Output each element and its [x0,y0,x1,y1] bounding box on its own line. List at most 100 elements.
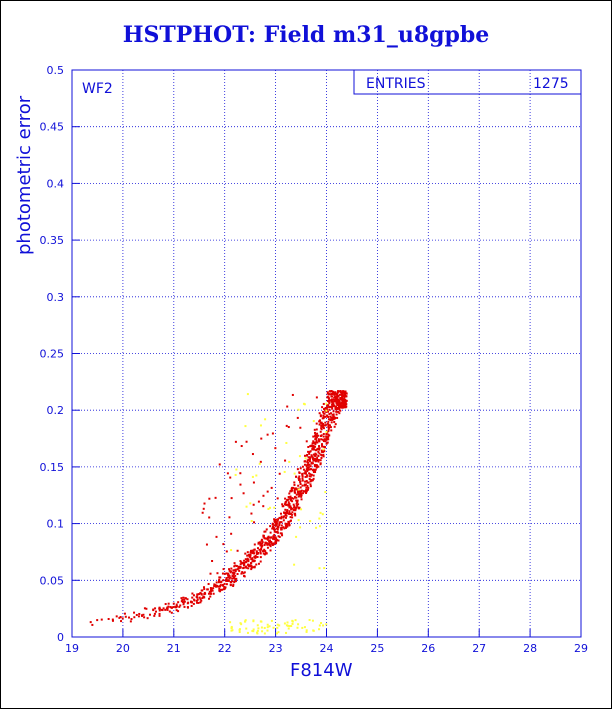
scatter-point-red [330,429,333,432]
scatter-point-red [207,592,210,595]
scatter-point-red [305,486,308,489]
scatter-point-red [238,569,241,572]
scatter-point-red [115,615,118,618]
scatter-point-red [341,396,344,399]
scatter-point-red [175,603,178,606]
scatter-point-red [333,420,336,423]
scatter-point-yellow [318,517,321,520]
scatter-point-red [262,535,265,538]
scatter-point-red [295,496,298,499]
scatter-point-red [273,538,276,541]
scatter-point-red [239,472,242,475]
scatter-point-red [307,461,310,464]
scatter-point-red [341,393,344,396]
scatter-point-yellow [244,425,247,428]
scatter-point-red [317,450,320,453]
scatter-point-red [284,526,287,529]
scatter-point-red [183,605,186,608]
scatter-point-red [289,498,292,501]
scatter-point-red [221,588,224,591]
scatter-point-red [201,596,204,599]
scatter-point-yellow [263,626,266,629]
scatter-point-red [330,405,333,408]
scatter-point-red [333,396,336,399]
scatter-point-red [250,551,253,554]
scatter-point-red [143,616,146,619]
scatter-point-red [212,592,215,595]
scatter-point-red [318,447,321,450]
scatter-point-yellow [297,408,300,411]
scatter-point-yellow [325,430,328,433]
scatter-point-red [296,491,299,494]
scatter-point-red [307,450,310,453]
scatter-point-red [335,393,338,396]
scatter-point-red [285,510,288,513]
scatter-point-red [312,453,315,456]
scatter-point-red [255,550,258,553]
scatter-point-red [259,560,262,563]
scatter-point-red [309,483,312,486]
scatter-point-red [240,572,243,575]
scatter-point-red [124,615,127,618]
x-tick-label: 26 [421,642,435,655]
scatter-point-red [297,503,300,506]
scatter-point-red [278,535,281,538]
scatter-point-red [255,551,258,554]
scatter-point-red [338,408,341,411]
scatter-point-red [180,600,183,603]
scatter-point-red [295,493,298,496]
scatter-point-red [335,413,338,416]
scatter-point-red [334,395,337,398]
scatter-point-red [251,557,254,560]
scatter-point-red [250,512,253,515]
scatter-point-yellow [245,505,248,508]
scatter-point-red [312,435,315,438]
scatter-point-red [271,523,274,526]
scatter-point-red [339,397,342,400]
scatter-point-red [335,410,338,413]
scatter-point-red [336,398,339,401]
scatter-point-red [319,463,322,466]
scatter-point-yellow [259,620,262,623]
scatter-point-red [288,492,291,495]
scatter-point-yellow [297,488,300,491]
scatter-point-red [260,538,263,541]
scatter-point-red [328,405,331,408]
scatter-point-red [268,543,271,546]
scatter-point-yellow [272,626,275,629]
scatter-point-yellow [303,626,306,629]
scatter-point-red [282,516,285,519]
scatter-point-red [333,425,336,428]
scatter-point-red [208,597,211,600]
scatter-point-red [266,537,269,540]
scatter-point-red [222,543,225,546]
scatter-point-red [278,472,281,475]
scatter-point-red [145,607,148,610]
scatter-point-red [333,393,336,396]
scatter-point-red [318,412,321,415]
scatter-point-yellow [319,511,322,514]
y-tick-label: 0.25 [40,348,65,361]
scatter-point-red [111,619,114,622]
scatter-point-red [285,514,288,517]
scatter-point-red [273,518,276,521]
scatter-point-red [310,479,313,482]
scatter-point-red [280,515,283,518]
scatter-point-red [248,555,251,558]
scatter-point-red [284,508,287,511]
scatter-point-red [276,528,279,531]
scatter-point-red [334,423,337,426]
scatter-point-red [287,501,290,504]
scatter-point-red [308,460,311,463]
scatter-point-red [179,604,182,607]
scatter-point-red [286,509,289,512]
scatter-point-red [330,395,333,398]
scatter-point-red [190,600,193,603]
scatter-point-red [143,607,146,610]
scatter-point-red [321,443,324,446]
scatter-point-red [324,446,327,449]
scatter-point-red [266,433,269,436]
scatter-point-red [123,612,126,615]
scatter-point-yellow [238,628,241,631]
x-tick-label: 28 [523,642,537,655]
